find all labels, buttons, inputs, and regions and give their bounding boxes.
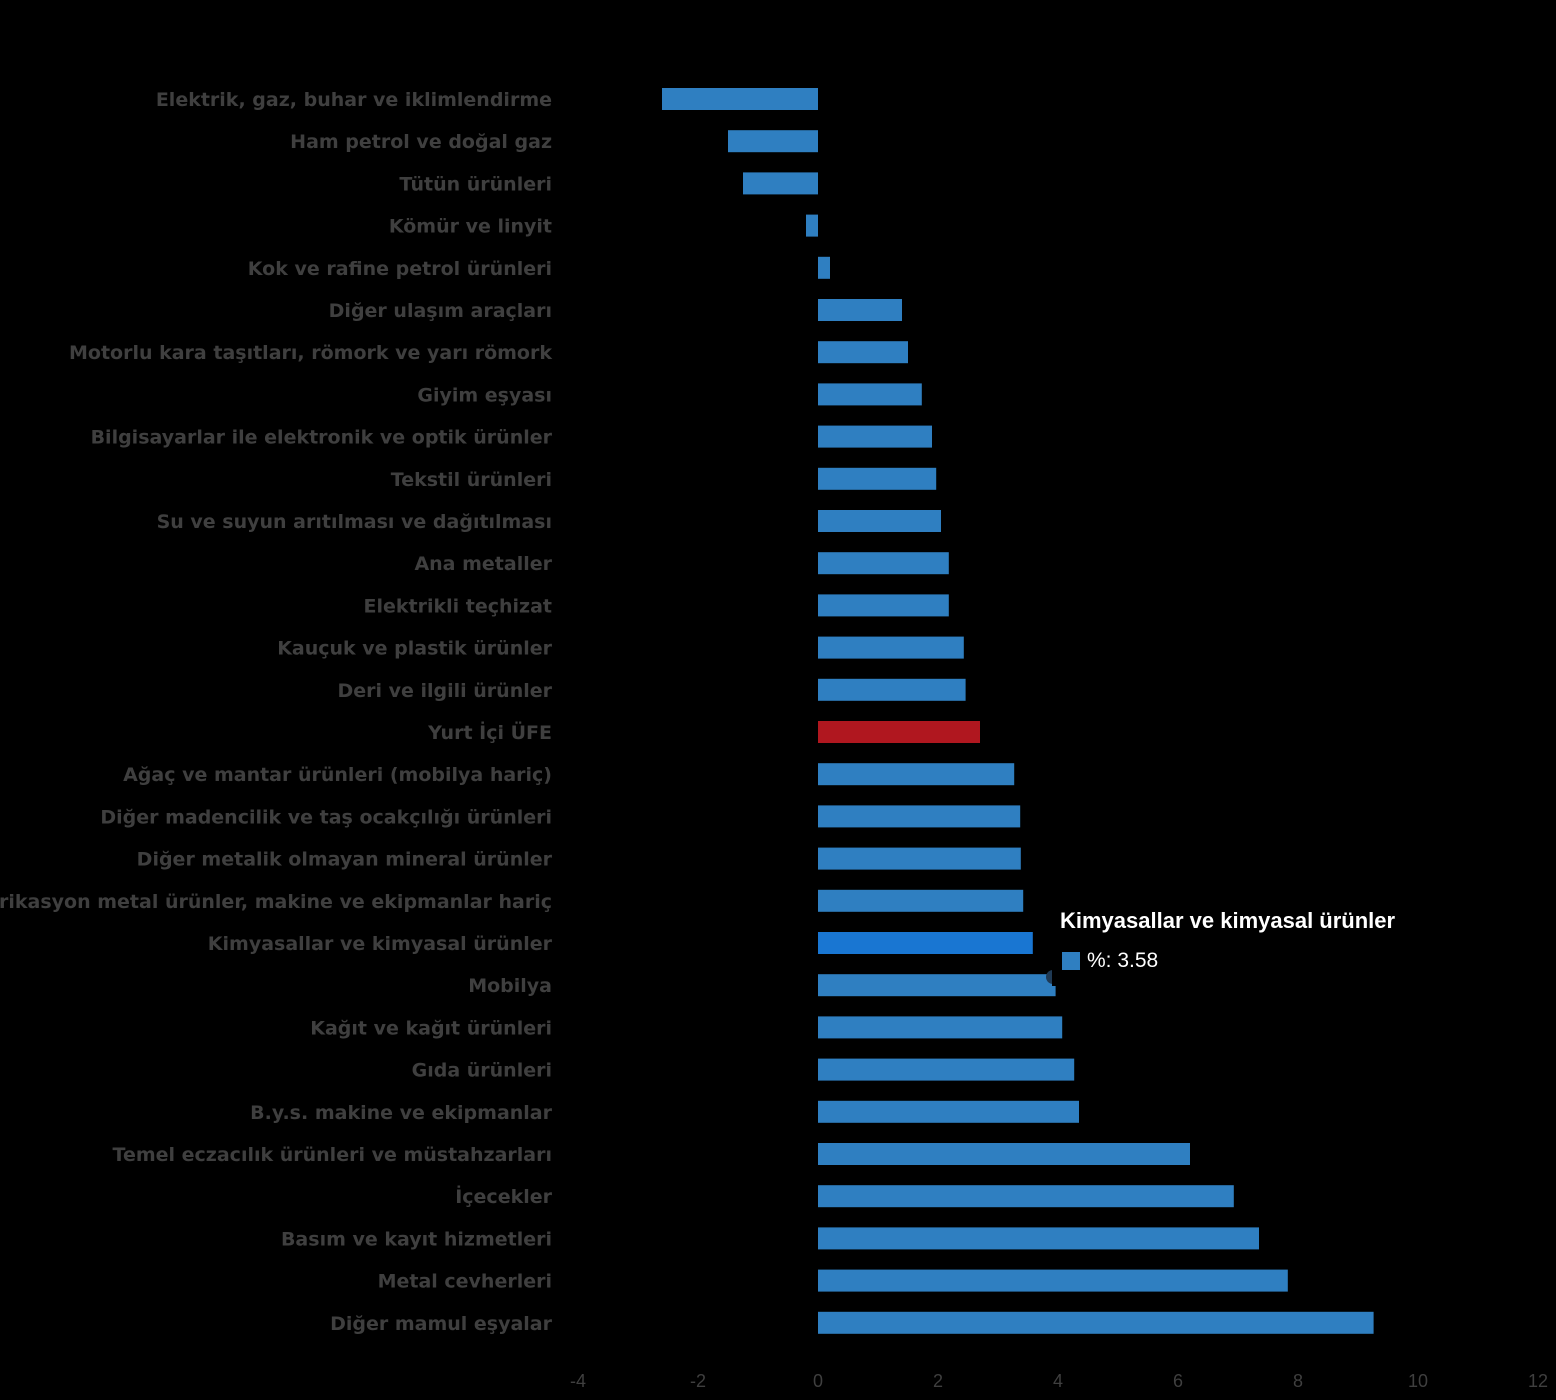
bar-22[interactable] [818, 1016, 1063, 1039]
bar-4[interactable] [818, 256, 830, 279]
x-tick-label: 10 [1408, 1371, 1428, 1391]
bar-15[interactable] [818, 721, 980, 743]
bar-27[interactable] [818, 1227, 1259, 1250]
category-label: Kauçuk ve plastik ürünler [277, 638, 552, 660]
bars [662, 88, 1374, 1334]
tooltip-value: %: 3.58 [1087, 949, 1159, 972]
tooltip: Kimyasallar ve kimyasal ürünler %: 3.58 [1052, 898, 1436, 986]
tooltip-swatch [1062, 952, 1080, 970]
bar-10[interactable] [818, 510, 941, 532]
category-label: İçecekler [455, 1184, 552, 1208]
category-label: Diğer madencilik ve taş ocakçılığı ürünl… [100, 806, 552, 828]
x-tick-label: 0 [813, 1371, 823, 1391]
category-label: Bilgisayarlar ile elektronik ve optik ür… [91, 427, 553, 449]
bar-17[interactable] [818, 805, 1021, 828]
bar-23[interactable] [818, 1058, 1075, 1081]
x-tick-label: -4 [570, 1371, 586, 1391]
category-label: Elektrikli teçhizat [364, 595, 553, 617]
bar-9[interactable] [818, 467, 937, 490]
category-label: Kömür ve linyit [389, 216, 552, 238]
bar-2[interactable] [743, 172, 818, 195]
bar-1[interactable] [728, 130, 818, 153]
category-label: Ağaç ve mantar ürünleri (mobilya hariç) [123, 764, 552, 786]
bar-8[interactable] [818, 425, 932, 448]
category-label: Ana metaller [414, 553, 552, 575]
x-axis-ticks: -4 -2 0 2 4 6 8 10 12 [570, 1371, 1548, 1391]
category-label: Su ve suyun arıtılması ve dağıtılması [157, 511, 552, 533]
bar-24[interactable] [818, 1100, 1079, 1123]
category-label: Metal cevherleri [378, 1271, 552, 1293]
tooltip-title: Kimyasallar ve kimyasal ürünler [1060, 908, 1396, 933]
category-label: Diğer ulaşım araçları [329, 300, 552, 322]
category-label: Motorlu kara taşıtları, römork ve yarı r… [69, 342, 552, 364]
bar-5[interactable] [818, 299, 902, 321]
bar-28[interactable] [818, 1269, 1288, 1292]
bar-25[interactable] [818, 1143, 1190, 1165]
bar-16[interactable] [818, 763, 1015, 786]
category-label: Temel eczacılık ürünleri ve müstahzarlar… [113, 1144, 552, 1166]
category-label: Elektrik, gaz, buhar ve iklimlendirme [156, 89, 552, 111]
category-label: Basım ve kayıt hizmetleri [281, 1228, 552, 1250]
bar-20[interactable] [818, 932, 1033, 954]
bar-29[interactable] [818, 1311, 1374, 1334]
bar-11[interactable] [818, 552, 949, 575]
x-tick-label: 4 [1053, 1371, 1063, 1391]
bar-18[interactable] [818, 847, 1021, 870]
category-label: Tekstil ürünleri [391, 469, 552, 491]
bar-6[interactable] [818, 341, 908, 364]
x-tick-label: -2 [690, 1371, 706, 1391]
category-label: Diğer metalik olmayan mineral ürünler [137, 849, 553, 871]
category-label: Diğer mamul eşyalar [330, 1313, 553, 1335]
x-tick-label: 8 [1293, 1371, 1303, 1391]
category-label: Giyim eşyası [417, 384, 552, 406]
category-label: B.y.s. makine ve ekipmanlar [250, 1102, 552, 1124]
category-label: Kok ve rafine petrol ürünleri [248, 258, 552, 280]
bar-12[interactable] [818, 594, 949, 617]
x-tick-label: 12 [1528, 1371, 1548, 1391]
x-tick-label: 2 [933, 1371, 943, 1391]
category-label: Ham petrol ve doğal gaz [290, 131, 552, 153]
category-label: Tütün ürünleri [399, 173, 552, 195]
bar-21[interactable] [818, 974, 1056, 997]
bar-13[interactable] [818, 636, 964, 659]
tooltip-row: %: 3.58 [1060, 949, 1428, 973]
category-label: Yurt İçi ÜFE [427, 720, 552, 744]
bar-0[interactable] [662, 88, 818, 110]
category-label: Deri ve ilgili ürünler [337, 680, 552, 702]
category-labels: Elektrik, gaz, buhar ve iklimlendirme Ham… [0, 89, 553, 1335]
bar-19[interactable] [818, 889, 1024, 912]
category-label: Fabrikasyon metal ürünler, makine ve eki… [0, 891, 552, 913]
x-tick-label: 6 [1173, 1371, 1183, 1391]
category-label: Kimyasallar ve kimyasal ürünler [208, 933, 553, 955]
bar-7[interactable] [818, 383, 922, 406]
bar-14[interactable] [818, 678, 966, 701]
category-label: Gıda ürünleri [412, 1060, 552, 1082]
bar-3[interactable] [806, 214, 818, 237]
category-label: Kağıt ve kağıt ürünleri [310, 1017, 552, 1039]
category-label: Mobilya [468, 975, 552, 997]
bar-26[interactable] [818, 1185, 1234, 1208]
